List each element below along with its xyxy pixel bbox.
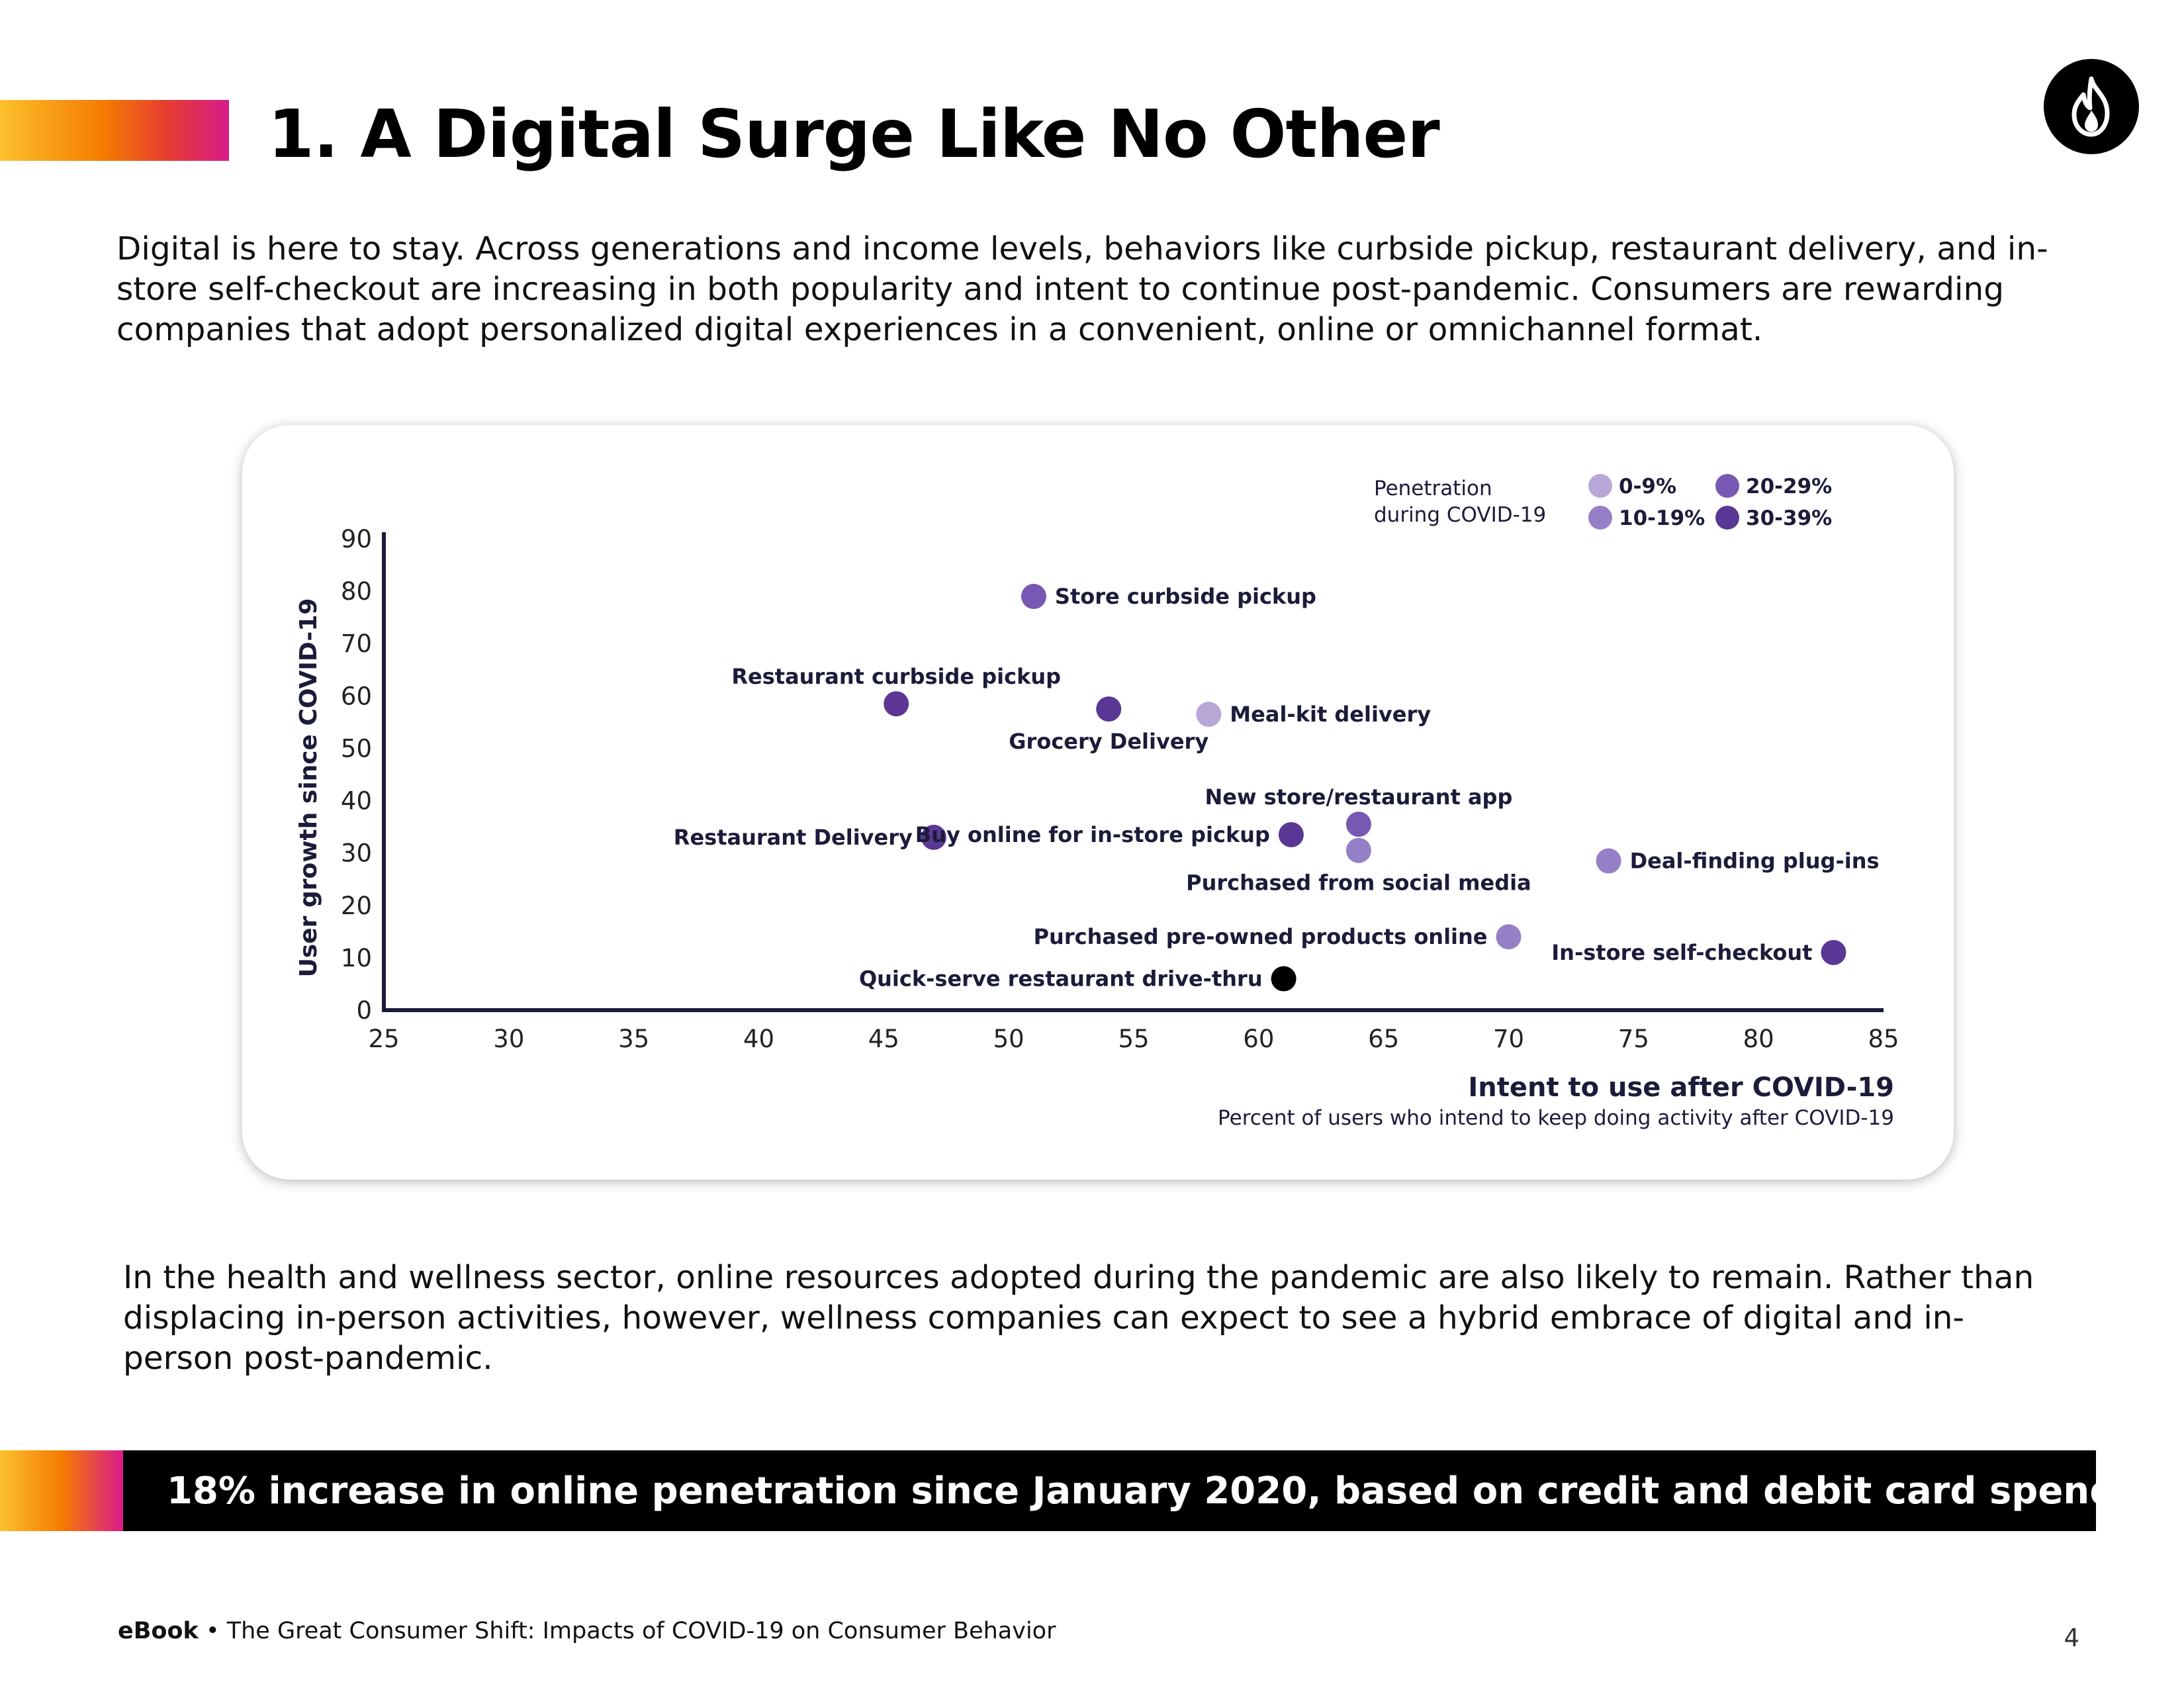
data-point	[1196, 702, 1222, 727]
y-tick-label: 30	[341, 839, 372, 868]
data-point-label: Purchased pre-owned products online	[1034, 924, 1488, 949]
y-tick-label: 20	[341, 892, 372, 920]
x-tick-label: 70	[1493, 1025, 1524, 1053]
data-point-label: Quick-serve restaurant drive-thru	[859, 966, 1263, 992]
data-point	[1096, 696, 1122, 722]
legend-label: 10-19%	[1619, 506, 1705, 530]
data-point	[1821, 939, 1846, 965]
data-point-label: In-store self-checkout	[1551, 940, 1812, 965]
x-tick-label: 30	[493, 1025, 524, 1053]
data-point	[884, 691, 909, 717]
y-axis-title: User growth since COVID-19	[295, 598, 322, 978]
intro-paragraph: Digital is here to stay. Across generati…	[116, 230, 2048, 348]
data-point-label: Store curbside pickup	[1055, 584, 1316, 609]
data-point-label: New store/restaurant app	[1205, 784, 1512, 810]
x-tick-label: 55	[1118, 1025, 1149, 1053]
footer-label: eBook	[118, 1618, 199, 1644]
data-point-label: Restaurant curbside pickup	[731, 664, 1061, 689]
y-tick-label: 80	[341, 577, 372, 606]
legend-swatch	[1715, 506, 1739, 530]
x-axis-subtitle: Percent of users who intend to keep doin…	[1218, 1106, 1894, 1130]
x-tick-label: 35	[618, 1025, 649, 1053]
data-point-label: Purchased from social media	[1186, 870, 1531, 896]
x-tick-label: 80	[1743, 1025, 1774, 1053]
data-point	[1345, 812, 1371, 837]
y-tick-label: 10	[341, 944, 372, 972]
y-tick-label: 70	[341, 630, 372, 658]
x-tick-label: 60	[1243, 1025, 1274, 1053]
x-tick-label: 75	[1618, 1025, 1649, 1053]
legend-label: 20-29%	[1746, 475, 1832, 498]
y-tick-label: 90	[341, 525, 372, 553]
y-tick-label: 40	[341, 787, 372, 816]
page-number: 4	[2064, 1624, 2079, 1652]
title-accent-bar	[0, 100, 229, 161]
y-tick-label: 60	[341, 682, 372, 710]
data-point	[1345, 837, 1371, 863]
footer-separator: •	[205, 1618, 220, 1644]
stat-banner: 18% increase in online penetration since…	[123, 1450, 2116, 1531]
legend-title-line-2: during COVID-19	[1374, 503, 1546, 527]
legend-label: 0-9%	[1619, 475, 1676, 498]
flame-icon	[2044, 59, 2139, 154]
x-tick-label: 40	[743, 1025, 774, 1053]
banner-accent-bar	[0, 1450, 123, 1531]
y-tick-label: 50	[341, 734, 372, 763]
data-point	[921, 824, 946, 850]
data-point-label: Meal-kit delivery	[1230, 702, 1431, 727]
page-title: 1. A Digital Surge Like No Other	[268, 95, 1440, 173]
x-axis-title: Intent to use after COVID-19	[1468, 1072, 1894, 1103]
footer-title: The Great Consumer Shift: Impacts of COV…	[226, 1618, 1056, 1644]
x-tick-label: 45	[868, 1025, 899, 1053]
chart-card: 25 30 35 40 45 50 55 60 65 70 75 80 85 0 10 20 30 40 50 60 7…	[242, 425, 1954, 1180]
data-point-label: Restaurant Delivery	[674, 825, 913, 850]
x-tick-label: 65	[1368, 1025, 1399, 1053]
legend-swatch	[1715, 474, 1739, 498]
data-point-label: Deal-finding plug-ins	[1630, 849, 1880, 874]
outro-paragraph: In the health and wellness sector, onlin…	[123, 1259, 2034, 1377]
stat-banner-text: 18% increase in online penetration since…	[167, 1469, 2116, 1513]
data-point	[1278, 821, 1304, 847]
y-tick-label: 0	[356, 996, 372, 1025]
legend-swatch	[1588, 474, 1612, 498]
data-point	[1496, 924, 1522, 950]
legend-title-line-1: Penetration	[1374, 477, 1492, 500]
data-point	[1021, 584, 1046, 610]
data-point-label: Buy online for in-store pickup	[915, 822, 1270, 847]
legend-label: 30-39%	[1746, 506, 1832, 530]
x-tick-label: 85	[1868, 1025, 1899, 1053]
data-point	[1596, 848, 1621, 874]
footer: eBook • The Great Consumer Shift: Impact…	[118, 1618, 1056, 1644]
scatter-chart: 25 30 35 40 45 50 55 60 65 70 75 80 85 0 10 20 30 40 50 60 7…	[295, 474, 1899, 1130]
x-tick-label: 50	[993, 1025, 1024, 1053]
data-point-label: Grocery Delivery	[1009, 729, 1208, 754]
data-point	[1271, 966, 1297, 992]
x-tick-label: 25	[368, 1025, 399, 1053]
legend-swatch	[1588, 506, 1612, 530]
